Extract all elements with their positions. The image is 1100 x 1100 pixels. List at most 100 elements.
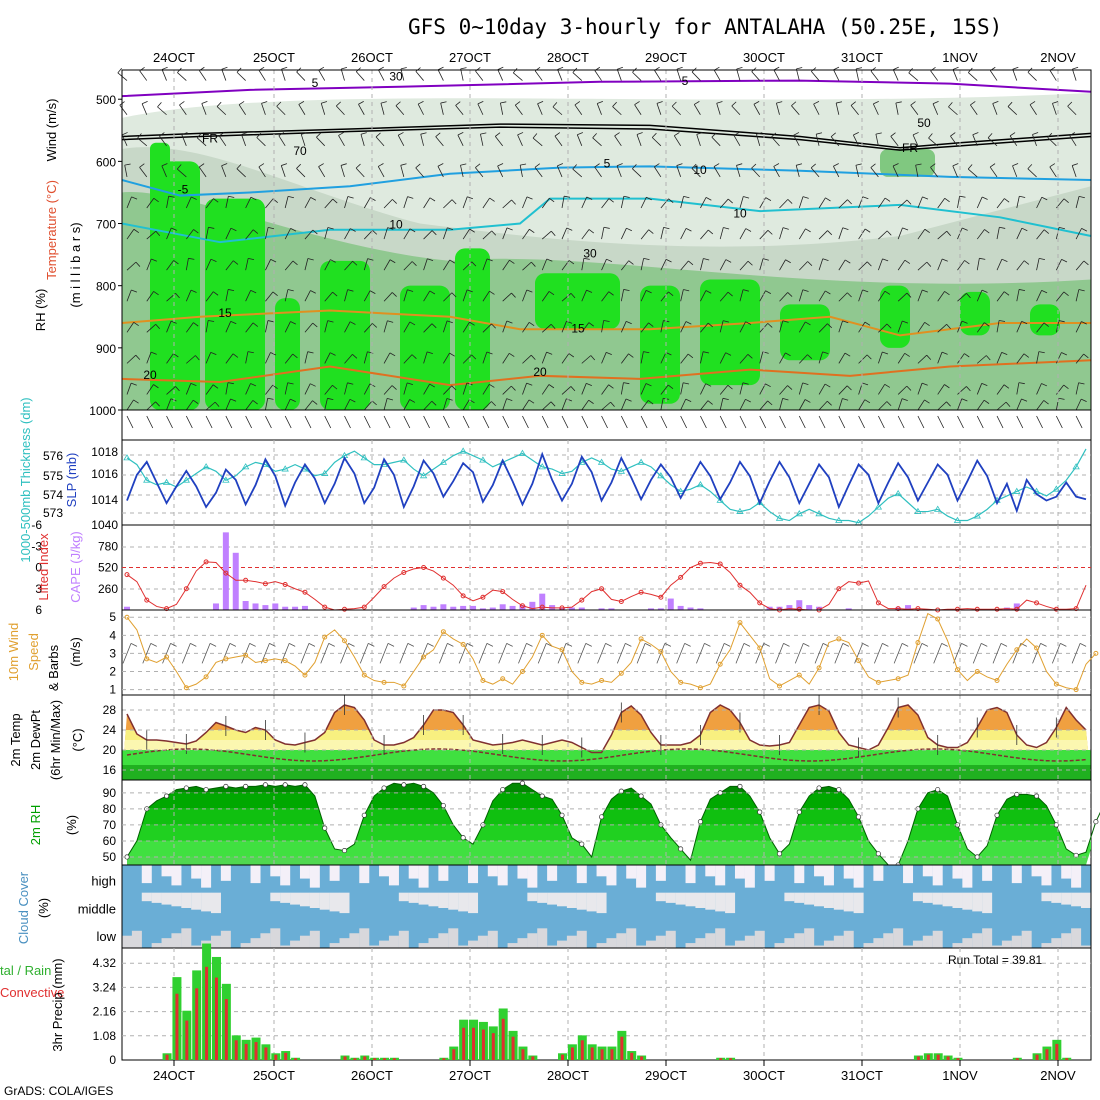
cloud-high-gap <box>1041 865 1052 886</box>
wind-barb <box>541 384 550 395</box>
lifted-index-point <box>1034 600 1040 606</box>
cloud-middle-gap <box>448 892 459 910</box>
wind-barb-flag <box>258 163 265 168</box>
wind-barb <box>383 385 393 395</box>
wind-barb-flag <box>155 324 161 330</box>
wind-barb <box>875 134 879 146</box>
lifted-index-point <box>678 574 684 580</box>
wind-barb <box>1036 400 1045 411</box>
wind10m-point <box>282 658 288 664</box>
wind10m-point <box>1073 687 1079 693</box>
cloud-middle-gap <box>141 892 152 902</box>
wind-barb-flag <box>515 101 521 106</box>
wind-barb-flag <box>451 199 457 205</box>
wind-barb-flag <box>942 258 948 262</box>
wind-barb <box>383 320 388 333</box>
wind10m-point <box>322 634 328 640</box>
cloud-high-gap <box>517 865 528 879</box>
wind-barb <box>403 228 411 240</box>
lifted-index-point <box>342 606 348 612</box>
wind10m-ylabel-units: (m/s) <box>68 637 83 667</box>
wind-barb <box>437 166 444 178</box>
wind-barb <box>166 196 170 209</box>
wind-barb-flag <box>332 291 338 297</box>
wind-barb-flag <box>218 132 225 137</box>
wind-barb-flag <box>131 196 138 200</box>
rh2m-band <box>127 840 1091 857</box>
wind-barb-flag <box>588 399 594 404</box>
wind-barb-flag <box>946 324 951 330</box>
wind-barb-flag <box>727 384 733 390</box>
thickness-point <box>736 507 744 514</box>
surface-wind-barb <box>462 415 470 429</box>
wind-barb-flag <box>944 197 950 203</box>
wind-barb-flag <box>842 398 849 401</box>
wind-barb <box>779 320 784 333</box>
cloud-low-gap <box>468 940 479 948</box>
thickness-point <box>123 454 131 461</box>
wind-barb <box>318 166 326 178</box>
wind-barb <box>640 400 649 411</box>
wind10m-barb-flag <box>269 643 276 647</box>
wind-barb-flag <box>825 290 831 295</box>
wind10m-barb <box>181 643 191 664</box>
bottom-date-axis: 24OCT 25OCT 26OCT 27OCT 28OCT 29OCT 30OCT 31OCT… <box>153 1060 1076 1083</box>
rh2m-point <box>1014 791 1020 797</box>
wind10m-point <box>737 620 743 626</box>
cloud-ylabel-units: (%) <box>36 898 51 918</box>
cloud-low-gap <box>972 933 983 948</box>
cloud-middle-gap <box>982 892 993 914</box>
wind10m-barb <box>616 643 626 664</box>
wind10m-barb-flag <box>961 643 968 647</box>
wind-barb-flag <box>489 290 495 295</box>
wind-barb <box>522 383 527 395</box>
rh2m-point <box>935 787 941 793</box>
temp-contour-freezing-2 <box>121 126 1092 151</box>
wind-barb-flag <box>703 258 710 261</box>
cape-bar <box>559 607 566 610</box>
wind-barb <box>482 290 490 302</box>
wind-barb <box>344 354 353 364</box>
wind-barb-flag <box>427 258 434 261</box>
wind-barb-flag <box>355 163 361 169</box>
surface-wind-barb <box>1055 415 1063 429</box>
wind-barb <box>1027 168 1037 178</box>
wind-barb-flag <box>198 163 205 168</box>
wind-barb <box>121 134 128 146</box>
wind-barb <box>620 196 625 209</box>
precip-convective-bar <box>946 1056 950 1060</box>
wind-barb <box>1032 134 1037 146</box>
cape-bar <box>608 608 615 610</box>
wind-barb-flag <box>250 196 257 201</box>
rh2m-ytick: 70 <box>103 818 117 832</box>
wind-barb-flag <box>256 132 262 138</box>
wind-barb-flag <box>517 132 524 136</box>
wind-barb <box>660 291 669 302</box>
thickness-point <box>459 447 467 454</box>
cloud-middle-gap <box>596 892 607 914</box>
wind-barb <box>621 353 629 364</box>
cloud-low-gap <box>280 945 291 948</box>
wind-barb-flag <box>753 100 760 105</box>
wind-barb <box>897 353 906 364</box>
wind-barb-flag <box>908 67 913 74</box>
cape-bar <box>489 607 496 610</box>
surface-wind-barb <box>561 415 569 429</box>
thickness-point <box>162 478 171 485</box>
cloud-middle-gap <box>725 892 736 914</box>
wind10m-barb <box>913 643 923 664</box>
wind-barb <box>660 198 669 209</box>
wind-barb-flag <box>409 399 416 403</box>
cape-bar <box>272 603 279 610</box>
wind-barb <box>892 165 899 178</box>
wind-barb-flag <box>307 258 314 261</box>
wind-barb-flag <box>486 258 493 262</box>
wind-barb <box>186 229 194 240</box>
wind-barb <box>423 383 430 395</box>
surface-wind-barb <box>581 415 589 429</box>
wind-barb <box>561 293 572 302</box>
wind-barb <box>915 165 919 177</box>
wind10m-barb-flag <box>842 643 850 647</box>
wind-barb <box>556 165 563 178</box>
